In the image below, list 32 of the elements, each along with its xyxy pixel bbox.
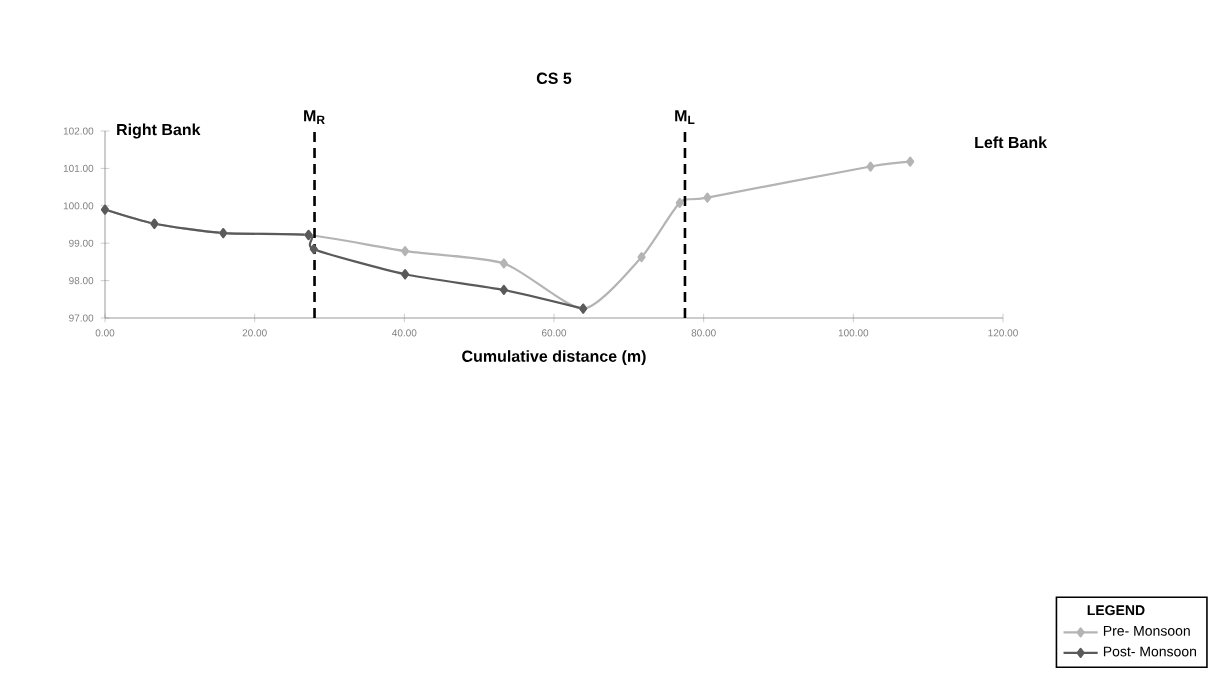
x-tick-label: 0.00 (95, 329, 115, 337)
point (309, 244, 318, 255)
annotation: Left Bank (975, 136, 1048, 149)
y-tick-label: 100.00 (63, 202, 94, 210)
y-tick-label: 102.00 (63, 127, 94, 135)
point (499, 258, 508, 269)
legend-title: LEGEND (1087, 605, 1145, 616)
point (906, 156, 915, 167)
y-tick-label: 97.00 (69, 314, 94, 322)
y-tick-label: 98.00 (69, 277, 94, 285)
point (637, 251, 646, 263)
point (400, 245, 410, 257)
x-tick-label: 20.00 (242, 329, 267, 337)
x-tick-label: 120.00 (988, 329, 1018, 337)
point (675, 197, 684, 208)
point (499, 284, 508, 296)
legend-label: Pre- Monsoon (1103, 626, 1190, 636)
x-tick-label: 80.00 (691, 329, 716, 337)
point (866, 161, 875, 172)
ref-line-label: M$_{R}$ (304, 110, 325, 124)
point (703, 192, 712, 203)
point (400, 269, 410, 280)
y-tick-label: 101.00 (63, 164, 94, 172)
x-tick-label: 40.00 (392, 329, 417, 337)
x-axis-title: Cumulative distance (m) (462, 350, 646, 366)
chart-title: CS 5 (536, 72, 572, 84)
x-tick-label: 60.00 (541, 329, 567, 337)
y-tick-label: 99.00 (69, 239, 94, 247)
ref-line-label: M$_{L}$ (675, 110, 695, 124)
annotation: Right Bank (117, 123, 201, 139)
x-tick-label: 100.00 (838, 329, 869, 337)
legend-label: Post- Monsoon (1103, 646, 1196, 657)
